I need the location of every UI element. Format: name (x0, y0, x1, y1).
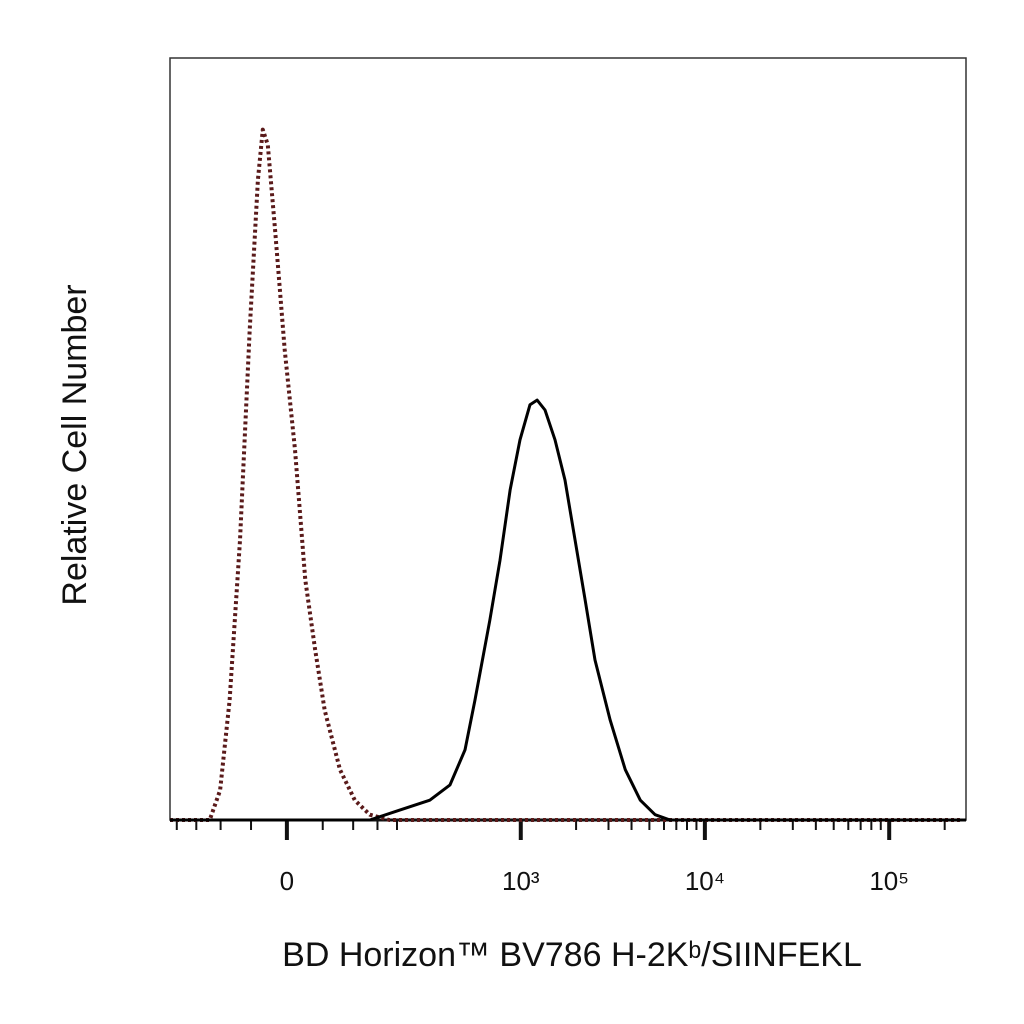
x-tick-label: 10³ (502, 866, 540, 896)
x-axis-label: BD Horizon™ BV786 H-2Kᵇ/SIINFEKL (282, 936, 862, 974)
x-tick-label: 10⁵ (869, 866, 909, 896)
histogram-curve (170, 127, 960, 822)
histogram-curve (170, 398, 966, 822)
plot-frame (169, 57, 967, 821)
x-tick-label: 0 (280, 866, 294, 896)
y-axis-label: Relative Cell Number (56, 284, 94, 605)
x-tick-label: 10⁴ (685, 866, 725, 896)
